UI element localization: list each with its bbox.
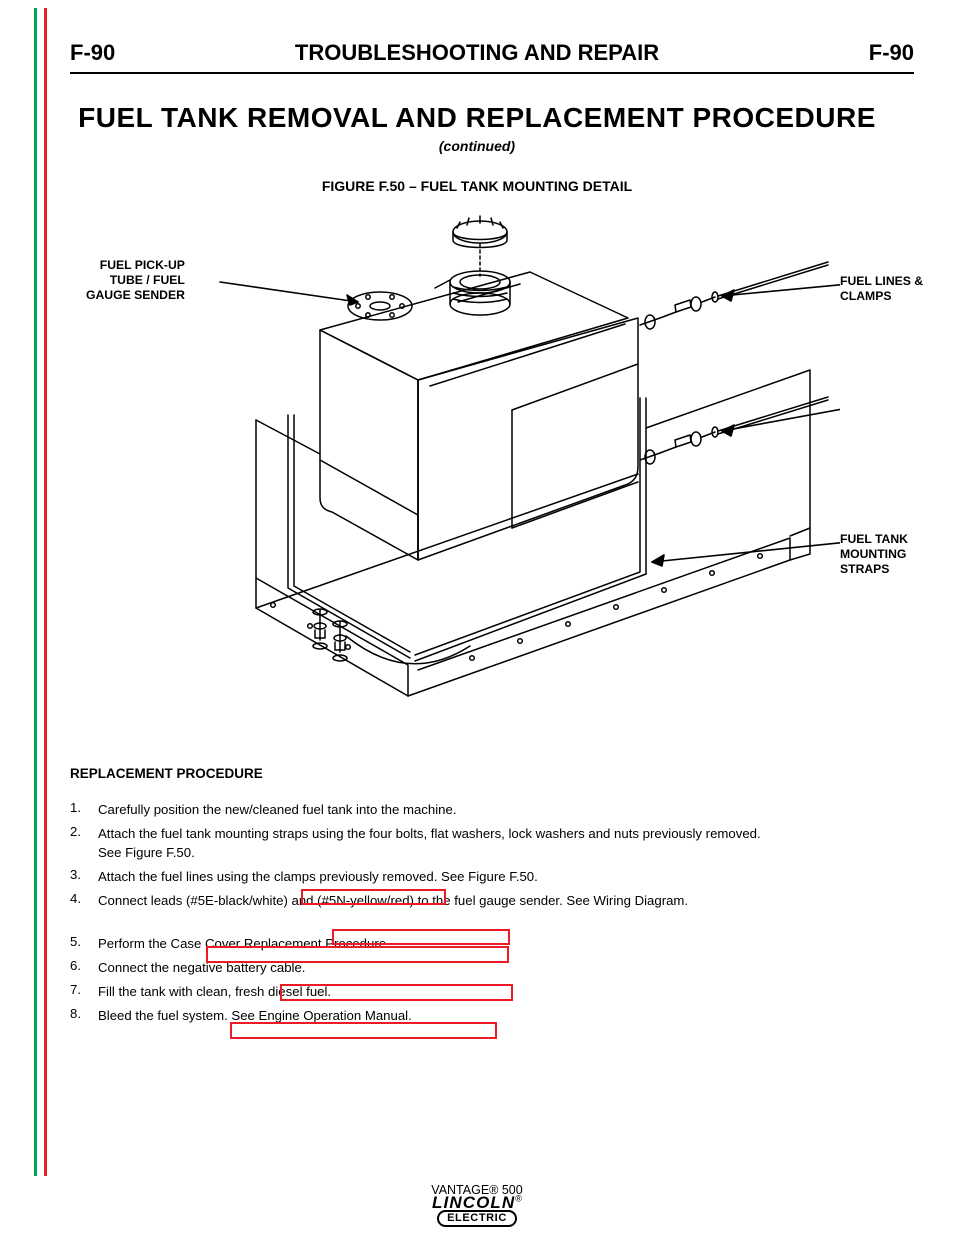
step-number: 7. — [70, 982, 92, 997]
callout-fuel-lines: FUEL LINES & CLAMPS — [840, 274, 923, 304]
figure-fuel-tank — [160, 210, 840, 720]
fuel-cap-icon — [453, 216, 507, 276]
continued-label: (continued) — [0, 138, 954, 154]
header-rule — [70, 72, 914, 74]
step-text: Carefully position the new/cleaned fuel … — [98, 800, 768, 819]
step-text: Fill the tank with clean, fresh diesel f… — [98, 982, 768, 1001]
step-text: Bleed the fuel system. See Engine Operat… — [98, 1006, 768, 1025]
tank-neck — [450, 271, 510, 315]
procedure-title: REPLACEMENT PROCEDURE — [70, 766, 263, 781]
tank-tray — [256, 370, 810, 696]
step-text: Attach the fuel tank mounting straps usi… — [98, 824, 768, 862]
step-number: 6. — [70, 958, 92, 973]
page: F-90 TROUBLESHOOTING AND REPAIR F-90 FUE… — [0, 0, 954, 1235]
header-title: TROUBLESHOOTING AND REPAIR — [0, 40, 954, 66]
callout-arrows — [220, 282, 840, 566]
fuel-sender-icon — [348, 292, 412, 320]
step-number: 1. — [70, 800, 92, 815]
step-text: Connect leads (#5E-black/white) and (#5N… — [98, 891, 768, 910]
step-number: 5. — [70, 934, 92, 949]
strap-hardware — [313, 609, 347, 661]
figure-label: FIGURE F.50 – FUEL TANK MOUNTING DETAIL — [0, 178, 954, 194]
step-text: Perform the Case Cover Replacement Proce… — [98, 934, 768, 953]
header-page-right: F-90 — [869, 40, 914, 66]
step-text: Attach the fuel lines using the clamps p… — [98, 867, 768, 886]
fuel-tank-svg — [160, 210, 840, 720]
step-number: 8. — [70, 1006, 92, 1021]
step-text: Connect the negative battery cable. — [98, 958, 768, 977]
step-number: 2. — [70, 824, 92, 839]
logo-lincoln-text: LINCOLN — [432, 1193, 515, 1212]
step-number: 3. — [70, 867, 92, 882]
callout-mounting-straps: FUEL TANK MOUNTING STRAPS — [840, 532, 908, 577]
footer-logo: LINCOLN® ELECTRIC — [0, 1193, 954, 1227]
step-number: 4. — [70, 891, 92, 906]
section-title: FUEL TANK REMOVAL AND REPLACEMENT PROCED… — [0, 102, 954, 134]
logo-electric-text: ELECTRIC — [437, 1210, 517, 1227]
